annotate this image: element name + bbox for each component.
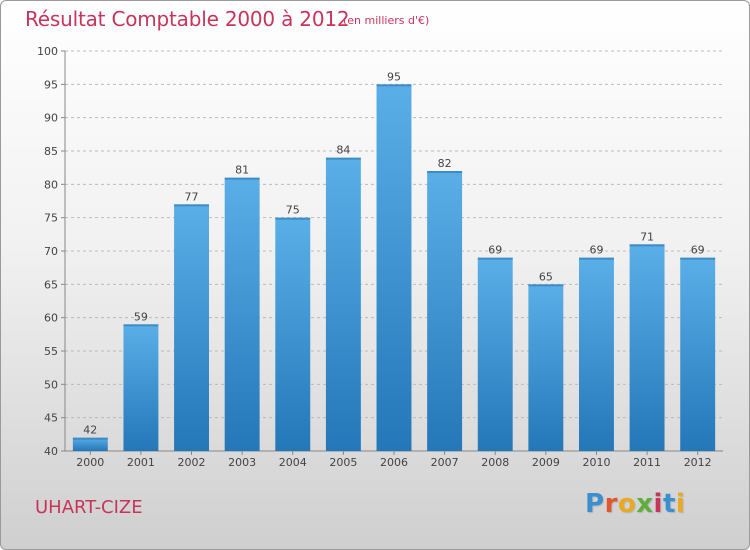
- x-tick-label: 2007: [431, 456, 459, 469]
- bar-top-edge: [325, 157, 361, 160]
- bar: [376, 84, 412, 451]
- commune-name: UHART-CIZE: [35, 497, 143, 518]
- data-label: 95: [387, 70, 401, 83]
- logo-letter: t: [662, 489, 676, 519]
- bar-top-edge: [528, 284, 564, 287]
- bar-top-edge: [72, 437, 108, 440]
- x-tick-label: 2005: [329, 456, 357, 469]
- y-tick-label: 90: [44, 112, 58, 125]
- y-tick-label: 50: [44, 378, 58, 391]
- bar-top-edge: [174, 204, 210, 207]
- bar-top-edge: [224, 177, 260, 180]
- data-label: 69: [589, 244, 603, 257]
- data-label: 81: [235, 164, 249, 177]
- logo-letter: o: [617, 489, 637, 519]
- data-label: 71: [640, 230, 654, 243]
- bar-top-edge: [680, 257, 716, 260]
- logo-letter: i: [653, 489, 663, 519]
- logo-letter: r: [604, 489, 618, 519]
- data-label: 42: [83, 424, 97, 437]
- bar: [477, 257, 513, 451]
- y-tick-label: 40: [44, 445, 58, 458]
- y-tick-label: 45: [44, 412, 58, 425]
- bar-top-edge: [275, 217, 311, 220]
- logo-letter: i: [675, 489, 686, 519]
- y-tick-label: 85: [44, 145, 58, 158]
- chart-title: Résultat Comptable 2000 à 2012: [25, 7, 350, 31]
- x-tick-label: 2000: [76, 456, 104, 469]
- data-label: 75: [286, 204, 300, 217]
- chart-subtitle: (en milliers d'€): [343, 14, 430, 27]
- x-tick-label: 2009: [532, 456, 560, 469]
- x-tick-label: 2008: [481, 456, 509, 469]
- y-tick-label: 65: [44, 278, 58, 291]
- bar-top-edge: [123, 324, 159, 327]
- data-label: 65: [539, 270, 553, 283]
- data-label: 84: [336, 144, 350, 157]
- y-tick-label: 55: [44, 345, 58, 358]
- value-labels: 42 59 77 81 75 84 95 82 69 65 69 71 69: [83, 70, 704, 436]
- bar: [275, 217, 311, 451]
- bar: [578, 257, 614, 451]
- y-tick-label: 80: [44, 178, 58, 191]
- bars: [72, 84, 716, 451]
- bar: [224, 177, 260, 451]
- data-label: 69: [691, 244, 705, 257]
- bar-top-edge: [376, 84, 412, 87]
- bar: [680, 257, 716, 451]
- data-label: 82: [438, 157, 452, 170]
- y-tick-label: 70: [44, 245, 58, 258]
- bar: [427, 171, 463, 451]
- bar: [325, 157, 361, 451]
- x-tick-label: 2010: [582, 456, 610, 469]
- bar-top-edge: [477, 257, 513, 260]
- x-tick-label: 2001: [127, 456, 155, 469]
- x-tick-label: 2002: [178, 456, 206, 469]
- x-tick-label: 2004: [279, 456, 307, 469]
- data-label: 77: [185, 190, 199, 203]
- x-tick-label: 2006: [380, 456, 408, 469]
- logo-letter: x: [636, 489, 654, 519]
- data-label: 59: [134, 310, 148, 323]
- bar-top-edge: [578, 257, 614, 260]
- x-tick-label: 2012: [684, 456, 712, 469]
- x-tick-label: 2011: [633, 456, 661, 469]
- x-tick-label: 2003: [228, 456, 256, 469]
- bar: [72, 437, 108, 451]
- y-tick-label: 100: [37, 45, 58, 58]
- y-tick-label: 75: [44, 212, 58, 225]
- bar: [629, 244, 665, 451]
- data-label: 69: [488, 244, 502, 257]
- y-tick-label: 60: [44, 312, 58, 325]
- bar-top-edge: [629, 244, 665, 247]
- proxiti-logo[interactable]: Proxiti: [585, 489, 685, 519]
- bar: [123, 324, 159, 451]
- y-tick-label: 95: [44, 78, 58, 91]
- x-tick-labels: 2000 2001 2002 2003 2004 2005 2006 2007 2008 2009…: [76, 456, 711, 469]
- bar: [174, 204, 210, 451]
- bar: [528, 284, 564, 451]
- bar-top-edge: [427, 171, 463, 173]
- logo-letter: P: [585, 489, 605, 519]
- y-tick-labels: 40 45 50 55 60 65 70 75 80 85 90 95 100: [37, 45, 58, 458]
